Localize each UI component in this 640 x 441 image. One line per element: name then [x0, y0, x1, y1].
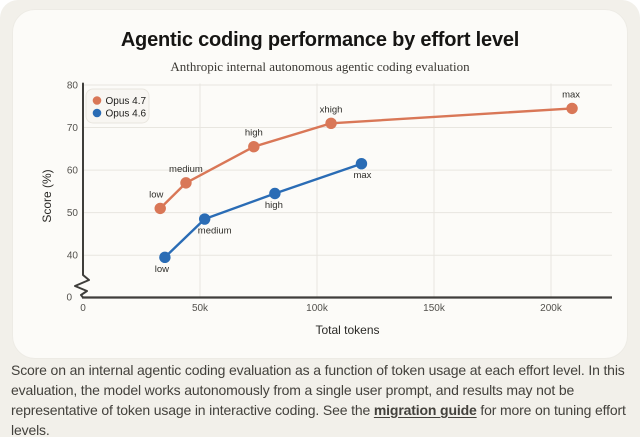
chart-subtitle: Anthropic internal autonomous agentic co…	[170, 59, 470, 74]
migration-guide-link[interactable]: migration guide	[373, 401, 477, 418]
caption-text: Score on an internal agentic coding eval…	[11, 361, 633, 441]
caption-before-link: Score on an internal agentic coding eval…	[11, 362, 625, 418]
caption-after-link: for more on tuning effort levels.	[11, 401, 626, 438]
chart-title: Agentic coding performance by effort lev…	[120, 29, 520, 51]
chart-card: Agentic coding performance by effort lev…	[13, 10, 627, 358]
